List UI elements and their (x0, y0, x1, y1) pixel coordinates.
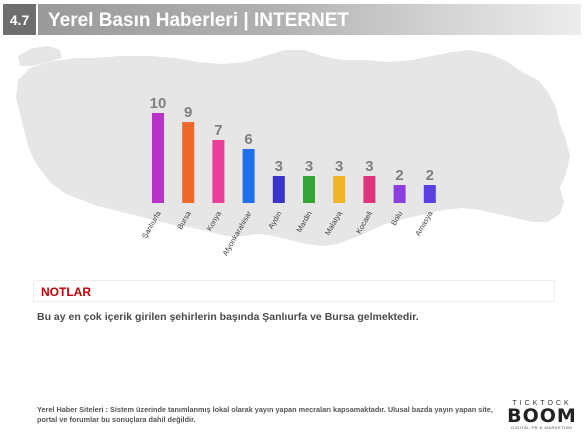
logo-main-text: BOOM (507, 405, 577, 427)
notes-box: NOTLAR (33, 280, 555, 302)
section-number: 4.7 (3, 4, 36, 35)
bar-4 (242, 149, 255, 203)
thrace-map-shape (18, 46, 62, 66)
bar-value-label-7: 3 (335, 158, 343, 175)
bar-value-label-5: 3 (275, 158, 283, 175)
footnote: Yerel Haber Siteleri : Sistem üzerinde t… (37, 405, 493, 424)
ticktock-boom-logo: TICKTOCK BOOM DIGITAL PR & MARKETING (504, 400, 580, 438)
notes-text: Bu ay en çok içerik girilen şehirlerin b… (37, 311, 419, 323)
turkey-map-shape (16, 50, 570, 246)
bar-8 (363, 176, 376, 203)
bar-5 (272, 176, 285, 203)
notes-title: NOTLAR (41, 285, 91, 299)
bar-1 (152, 113, 164, 203)
logo-top-text: TICKTOCK (512, 400, 572, 407)
title-bar: Yerel Basın Haberleri | INTERNET (38, 4, 581, 35)
bar-value-label-9: 2 (395, 167, 403, 184)
bar-value-label-1: 10 (150, 95, 167, 112)
bar-value-label-8: 3 (365, 158, 373, 175)
bar-2 (182, 122, 195, 203)
bar-value-label-4: 6 (244, 131, 252, 148)
bar-9 (393, 185, 406, 203)
page-title: Yerel Basın Haberleri | INTERNET (48, 10, 349, 31)
bars-group (152, 113, 436, 203)
bar-value-label-6: 3 (305, 158, 313, 175)
bar-value-label-3: 7 (214, 122, 222, 139)
bar-value-label-2: 9 (184, 104, 192, 121)
bar-6 (303, 176, 315, 203)
bar-10 (423, 185, 436, 203)
bar-7 (333, 176, 346, 203)
value-labels-group: 10 9 7 6 3 3 3 3 2 2 (150, 95, 434, 184)
header: 4.7 Yerel Basın Haberleri | INTERNET (0, 0, 584, 40)
logo-sub-text: DIGITAL PR & MARKETING (511, 425, 573, 430)
bar-3 (212, 140, 225, 203)
bar-value-label-10: 2 (426, 167, 434, 184)
